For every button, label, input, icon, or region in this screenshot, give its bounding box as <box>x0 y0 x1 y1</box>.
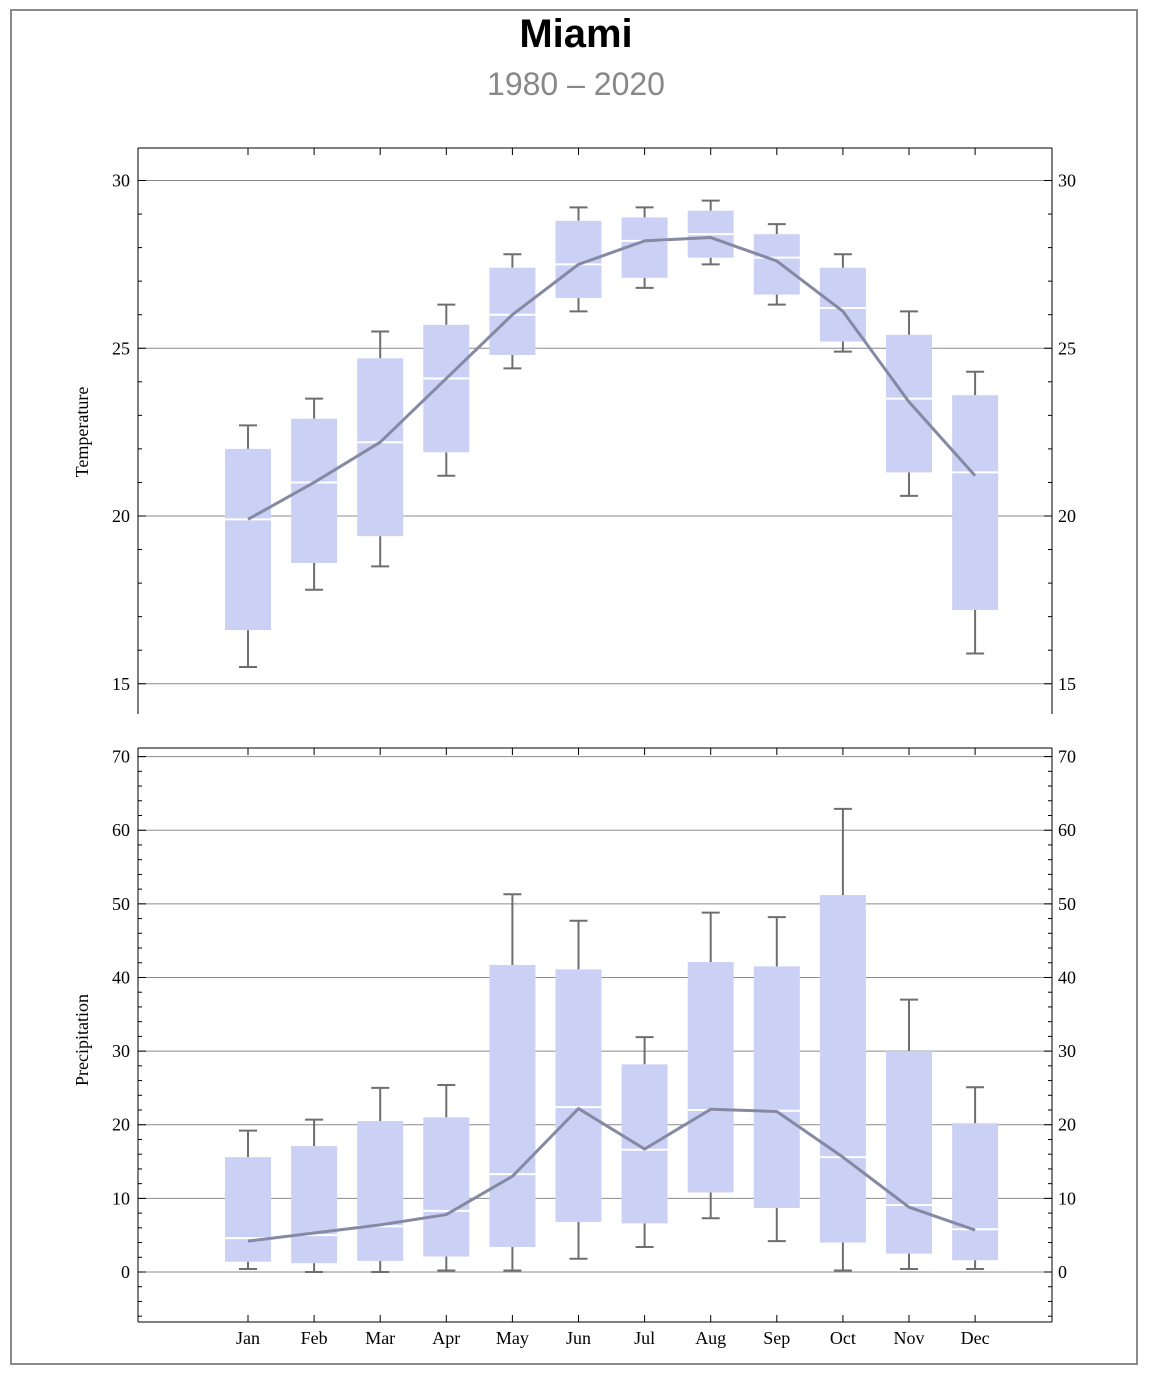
y-tick-label-right: 40 <box>1058 967 1076 987</box>
box-sep <box>753 223 800 306</box>
x-tick-label: Mar <box>365 1328 395 1348</box>
box-apr <box>423 1083 470 1272</box>
box-feb <box>291 397 338 591</box>
y-tick-label-left: 30 <box>112 171 130 191</box>
box-nov <box>886 998 932 1271</box>
y-tick-label-left: 40 <box>112 967 130 987</box>
y-tick-label-right: 15 <box>1058 674 1076 694</box>
y-tick-label-left: 0 <box>121 1262 130 1282</box>
box-apr <box>423 303 470 477</box>
chart-title: Miami <box>519 12 633 56</box>
box-oct <box>819 253 866 353</box>
box-iqr <box>753 234 800 295</box>
y-tick-label-left: 50 <box>112 894 130 914</box>
box-jan <box>225 1129 271 1271</box>
box-jul <box>621 206 668 289</box>
box-iqr <box>952 1123 999 1261</box>
y-tick-label-right: 50 <box>1058 894 1076 914</box>
box-dec <box>952 370 999 655</box>
y-tick-label-left: 30 <box>112 1041 130 1061</box>
y-tick-label-right: 25 <box>1058 338 1076 358</box>
x-tick-label: Jul <box>634 1328 655 1348</box>
x-tick-label: Apr <box>432 1328 460 1348</box>
box-jun <box>555 919 602 1260</box>
box-iqr <box>489 267 536 355</box>
box-may <box>489 893 536 1272</box>
y-tick-label-right: 30 <box>1058 171 1076 191</box>
box-iqr <box>819 895 866 1243</box>
box-jul <box>621 1036 668 1248</box>
box-dec <box>952 1086 999 1271</box>
y-tick-label-left: 20 <box>112 1115 130 1135</box>
x-tick-label: Dec <box>961 1328 990 1348</box>
x-tick-label: Feb <box>301 1328 328 1348</box>
box-iqr <box>423 324 470 453</box>
box-aug <box>687 911 734 1220</box>
x-tick-label: Jan <box>236 1328 260 1348</box>
y-tick-label-right: 0 <box>1058 1262 1067 1282</box>
y-tick-label-right: 10 <box>1058 1188 1076 1208</box>
box-may <box>489 253 536 370</box>
x-tick-label: Nov <box>894 1328 925 1348</box>
box-iqr <box>687 962 734 1193</box>
box-iqr <box>357 358 404 537</box>
box-aug <box>687 199 734 266</box>
box-feb <box>291 1118 338 1273</box>
y-tick-label-right: 70 <box>1058 747 1076 767</box>
x-tick-label: Aug <box>695 1328 726 1348</box>
box-iqr <box>886 1051 932 1254</box>
x-tick-label: Jun <box>566 1328 591 1348</box>
temperature-panel: 15 15 20 20 25 25 30 30 Temperature <box>72 147 1076 714</box>
box-iqr <box>357 1121 404 1261</box>
box-iqr <box>753 966 800 1208</box>
precipitation-panel: 0 0 10 10 20 20 30 30 40 40 50 50 60 60 70 70 Precipitat… <box>72 747 1076 1348</box>
y-tick-label-left: 15 <box>112 674 130 694</box>
box-sep <box>753 916 800 1243</box>
y-tick-label-right: 20 <box>1058 1115 1076 1135</box>
box-iqr <box>555 969 602 1222</box>
y-tick-label-left: 25 <box>112 338 130 358</box>
box-mar <box>357 1086 404 1273</box>
y-axis-label: Temperature <box>72 387 92 478</box>
y-tick-label-left: 70 <box>112 747 130 767</box>
box-iqr <box>621 1064 668 1224</box>
y-axis-label: Precipitation <box>72 994 92 1086</box>
x-tick-label: May <box>496 1328 529 1348</box>
y-tick-label-right: 60 <box>1058 820 1076 840</box>
chart-subtitle: 1980 – 2020 <box>487 66 665 102</box>
mean-line <box>247 236 977 521</box>
box-iqr <box>489 964 536 1247</box>
mean-line <box>247 1107 976 1243</box>
y-tick-label-right: 20 <box>1058 506 1076 526</box>
box-oct <box>819 807 866 1272</box>
y-tick-label-left: 10 <box>112 1188 130 1208</box>
x-tick-label: Sep <box>763 1328 790 1348</box>
box-iqr <box>423 1117 470 1257</box>
box-iqr <box>225 1157 271 1262</box>
box-jan <box>225 424 271 668</box>
box-mar <box>357 330 404 568</box>
box-iqr <box>291 1146 338 1264</box>
y-tick-label-left: 20 <box>112 506 130 526</box>
box-iqr <box>225 448 271 631</box>
box-iqr <box>952 395 999 610</box>
x-tick-label: Oct <box>830 1328 856 1348</box>
y-tick-label-left: 60 <box>112 820 130 840</box>
y-tick-label-right: 30 <box>1058 1041 1076 1061</box>
box-iqr <box>819 267 866 342</box>
